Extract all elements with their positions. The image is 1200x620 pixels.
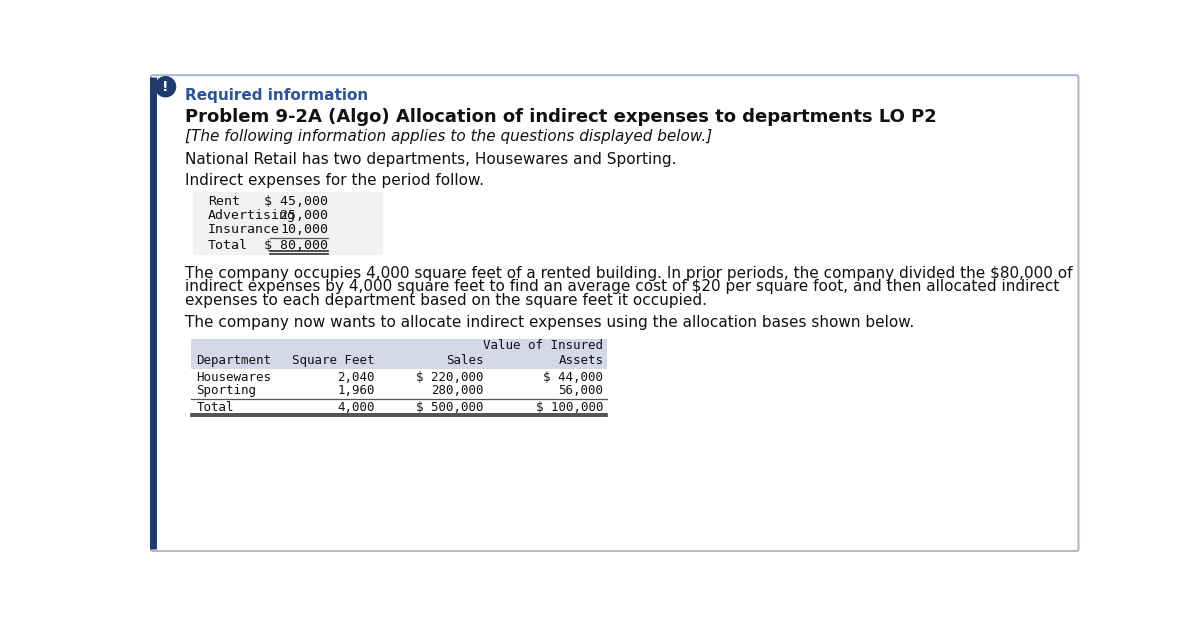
Text: Indirect expenses for the period follow.: Indirect expenses for the period follow. bbox=[185, 173, 484, 188]
Text: 25,000: 25,000 bbox=[281, 209, 329, 222]
Text: 10,000: 10,000 bbox=[281, 223, 329, 236]
Text: Square Feet: Square Feet bbox=[293, 355, 374, 367]
Text: 4,000: 4,000 bbox=[337, 401, 374, 414]
Circle shape bbox=[156, 77, 175, 97]
Text: Insurance: Insurance bbox=[208, 223, 280, 236]
Text: 2,040: 2,040 bbox=[337, 371, 374, 384]
FancyBboxPatch shape bbox=[151, 75, 1079, 551]
Text: $ 100,000: $ 100,000 bbox=[536, 401, 604, 414]
Text: Total: Total bbox=[197, 401, 234, 414]
Text: 56,000: 56,000 bbox=[558, 384, 604, 397]
Text: Rent: Rent bbox=[208, 195, 240, 208]
Text: The company now wants to allocate indirect expenses using the allocation bases s: The company now wants to allocate indire… bbox=[185, 315, 914, 330]
Text: Sporting: Sporting bbox=[197, 384, 257, 397]
Text: [The following information applies to the questions displayed below.]: [The following information applies to th… bbox=[185, 128, 712, 143]
Text: $ 80,000: $ 80,000 bbox=[264, 239, 329, 252]
Text: $ 44,000: $ 44,000 bbox=[544, 371, 604, 384]
Text: National Retail has two departments, Housewares and Sporting.: National Retail has two departments, Hou… bbox=[185, 152, 677, 167]
Text: Required information: Required information bbox=[185, 89, 368, 104]
Text: !: ! bbox=[162, 80, 169, 94]
Text: indirect expenses by 4,000 square feet to find an average cost of $20 per square: indirect expenses by 4,000 square feet t… bbox=[185, 280, 1060, 294]
Text: $ 45,000: $ 45,000 bbox=[264, 195, 329, 208]
Text: 1,960: 1,960 bbox=[337, 384, 374, 397]
Text: 280,000: 280,000 bbox=[431, 384, 484, 397]
Bar bbox=[193, 192, 383, 255]
Text: Housewares: Housewares bbox=[197, 371, 271, 384]
Text: Assets: Assets bbox=[558, 355, 604, 367]
Text: Advertising: Advertising bbox=[208, 209, 296, 222]
Text: Total: Total bbox=[208, 239, 248, 252]
Text: expenses to each department based on the square feet it occupied.: expenses to each department based on the… bbox=[185, 293, 707, 308]
Text: $ 500,000: $ 500,000 bbox=[415, 401, 484, 414]
Text: Problem 9-2A (Algo) Allocation of indirect expenses to departments LO P2: Problem 9-2A (Algo) Allocation of indire… bbox=[185, 108, 937, 126]
Text: Value of Insured: Value of Insured bbox=[484, 339, 604, 352]
Bar bbox=[191, 339, 607, 370]
Text: Department: Department bbox=[197, 355, 271, 367]
Text: The company occupies 4,000 square feet of a rented building. In prior periods, t: The company occupies 4,000 square feet o… bbox=[185, 265, 1073, 281]
Text: $ 220,000: $ 220,000 bbox=[415, 371, 484, 384]
Text: Sales: Sales bbox=[445, 355, 484, 367]
